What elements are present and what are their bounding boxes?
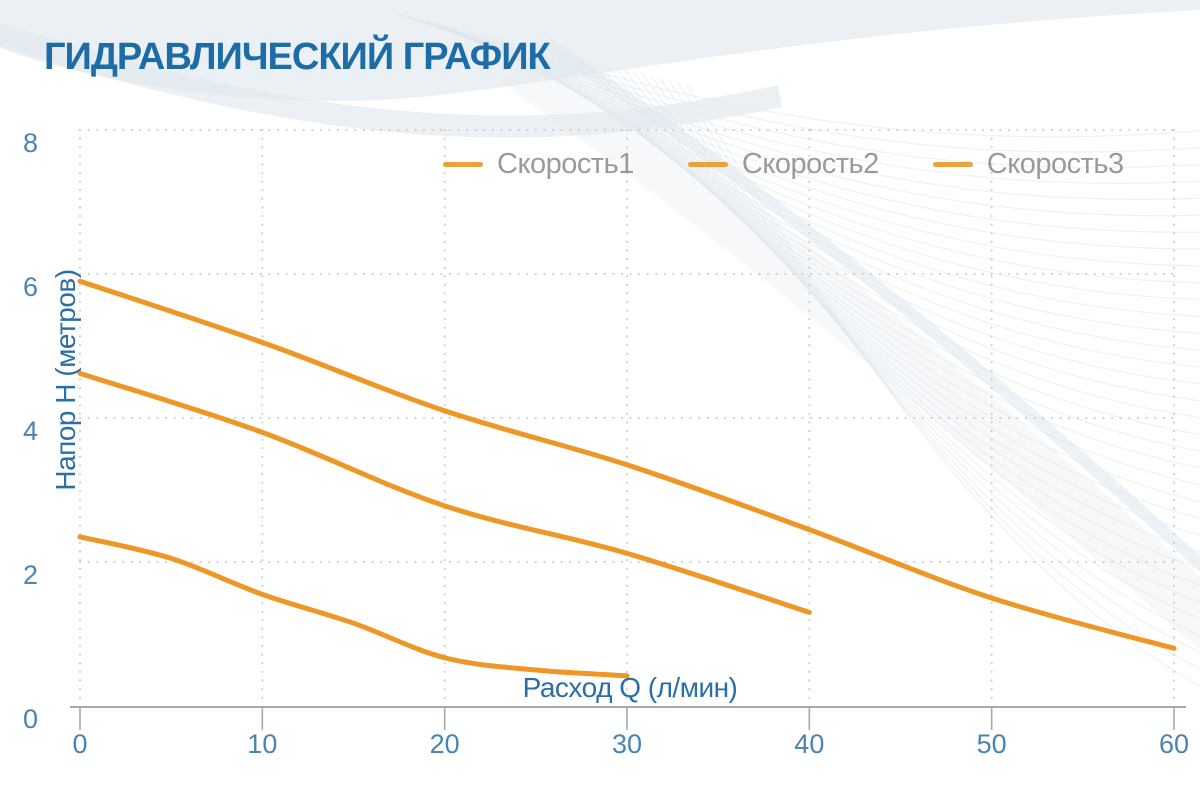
legend-marker-speed2-icon [687, 162, 728, 167]
svg-text:10: 10 [247, 729, 277, 759]
svg-text:6: 6 [23, 272, 38, 302]
svg-text:8: 8 [23, 128, 38, 158]
legend-label-speed2: Скорость2 [741, 148, 879, 180]
svg-text:30: 30 [612, 729, 642, 759]
curve-Скорость2 [77, 370, 812, 615]
svg-text:60: 60 [1159, 729, 1189, 759]
legend-label-speed1: Скорость1 [497, 148, 634, 180]
page-title: ГИДРАВЛИЧЕСКИЙ ГРАФИК [44, 36, 551, 78]
y-axis-title: Напор H (метров) [50, 269, 81, 491]
legend-item-speed1: Скорость1 [443, 148, 634, 181]
legend-marker-speed3-icon [932, 162, 973, 167]
svg-text:0: 0 [72, 729, 87, 759]
legend-marker-speed1-icon [443, 162, 483, 167]
svg-text:50: 50 [977, 729, 1007, 759]
legend-item-speed3: Скорость3 [932, 148, 1124, 181]
legend-label-speed3: Скорость3 [986, 148, 1124, 180]
svg-text:40: 40 [794, 729, 824, 759]
svg-text:4: 4 [23, 416, 38, 446]
chart-legend: Скорость1 Скорость2 Скорость3 [443, 148, 1124, 181]
svg-text:20: 20 [430, 729, 460, 759]
curve-Скорость1 [77, 534, 630, 679]
legend-item-speed2: Скорость2 [687, 148, 879, 181]
curve-Скорость3 [77, 278, 1177, 651]
svg-text:2: 2 [23, 560, 38, 590]
svg-text:0: 0 [23, 704, 38, 734]
x-axis-title: Расход Q (л/мин) [522, 672, 738, 703]
